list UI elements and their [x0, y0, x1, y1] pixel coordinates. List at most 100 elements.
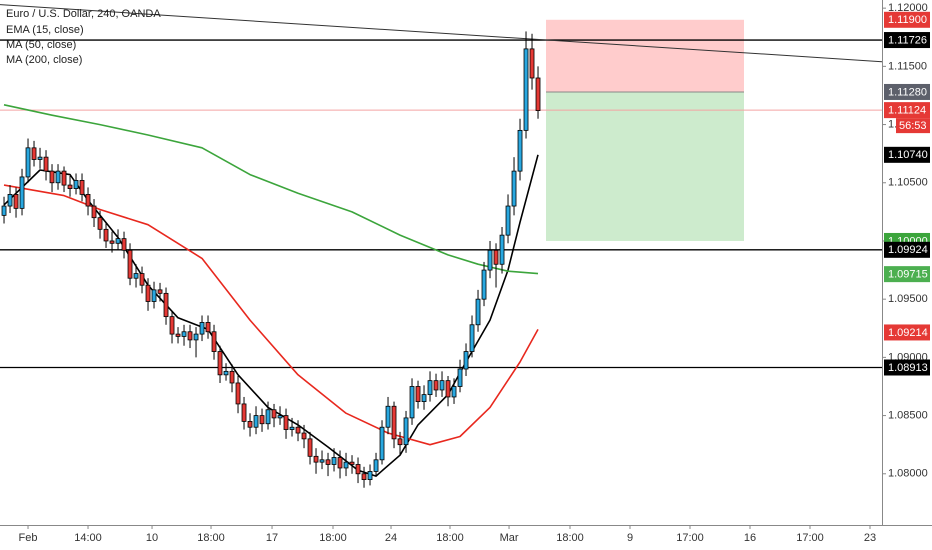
candle-body [463, 351, 469, 370]
candle-body [37, 156, 43, 160]
candle-body [133, 273, 139, 279]
candle-body [271, 409, 277, 419]
candle-body [505, 205, 511, 236]
price-badge-label: 1.11726 [888, 34, 927, 46]
candle-body [535, 77, 541, 111]
candle-body [391, 405, 397, 440]
candle-body [349, 461, 355, 465]
price-badge [884, 146, 930, 163]
candle-body [19, 176, 25, 209]
candle-body [313, 455, 319, 463]
reward-zone [546, 91, 744, 241]
candle-body [403, 417, 409, 446]
candle-body [235, 382, 241, 405]
x-tick-label: 17:00 [796, 532, 824, 544]
price-badge-label: 1.09715 [888, 269, 928, 281]
candle-body [457, 368, 463, 387]
candle-body [265, 409, 271, 425]
candle-body [319, 459, 325, 463]
candle-body [379, 426, 385, 461]
y-tick-label: 1.09500 [888, 293, 928, 305]
candle-body [91, 205, 97, 219]
candle-body [61, 170, 67, 186]
candle-body [139, 273, 145, 286]
candle-body [511, 170, 517, 207]
x-tick-label: 23 [864, 532, 876, 544]
x-tick-label: 16 [744, 532, 756, 544]
candle-body [85, 194, 91, 207]
x-tick-label: 14:00 [74, 532, 102, 544]
candle-body [289, 426, 295, 430]
candle-body [103, 228, 109, 242]
candle-body [175, 333, 181, 337]
candle-body [427, 380, 433, 396]
price-badge [884, 83, 930, 100]
candle-body [307, 438, 313, 457]
candle-body [475, 298, 481, 326]
candle-body [109, 240, 115, 244]
candle-body [283, 415, 289, 430]
candle-body [301, 432, 307, 440]
candle-body [31, 147, 37, 160]
y-tick-label: 1.08000 [888, 468, 928, 480]
trendline [0, 4, 883, 63]
candle-body [67, 184, 73, 189]
candle-body [157, 289, 163, 294]
price-badge-label: 1.09214 [888, 327, 928, 339]
candle-body [229, 370, 235, 384]
x-tick-label: 18:00 [556, 532, 584, 544]
candle-body [241, 403, 247, 422]
candle-body [439, 380, 445, 391]
candle-body [343, 461, 349, 469]
x-tick-label: Feb [19, 532, 38, 544]
x-tick-label: 18:00 [436, 532, 464, 544]
candle-body [223, 370, 229, 376]
price-badge [884, 324, 930, 341]
price-badge-label: 1.09924 [888, 244, 928, 256]
price-badge [884, 266, 930, 283]
y-tick-label: 1.10500 [888, 177, 928, 189]
x-tick-label: Mar [500, 532, 519, 544]
candle-body [277, 415, 283, 419]
candle-body [385, 405, 391, 428]
y-tick-label: 1.11500 [888, 60, 927, 72]
price-badge-label: 1.10740 [888, 149, 928, 161]
candle-body [331, 457, 337, 465]
candle-body [115, 238, 121, 244]
candle-body [325, 459, 331, 465]
candle-body [529, 48, 535, 79]
x-tick-label: 18:00 [319, 532, 347, 544]
candle-body [433, 380, 439, 391]
candle-body [79, 180, 85, 195]
candle-body [97, 217, 103, 230]
candle-body [127, 249, 133, 279]
candle-body [373, 459, 379, 472]
candle-body [451, 386, 457, 398]
candle-body [217, 351, 223, 376]
price-badge [884, 32, 930, 49]
candle-body [163, 292, 169, 318]
risk-zone [546, 19, 744, 92]
candle-body [247, 420, 253, 428]
candle-body [253, 415, 259, 428]
price-badge-label: 1.08913 [888, 362, 928, 374]
y-tick-label: 1.08500 [888, 409, 928, 421]
legend-entry: EMA (15, close) [6, 24, 84, 36]
x-tick-label: 18:00 [197, 532, 225, 544]
candle-body [13, 194, 19, 209]
candle-body [211, 331, 217, 352]
candle-body [397, 438, 403, 446]
price-badge [884, 102, 930, 119]
candle-body [367, 471, 373, 481]
candle-body [205, 322, 211, 333]
candle-body [523, 48, 529, 131]
candle-body [1, 205, 7, 216]
candle-body [181, 331, 187, 337]
candle-body [151, 289, 157, 302]
candle-body [421, 394, 427, 403]
candle-body [199, 322, 205, 335]
candle-body [55, 170, 61, 184]
price-badge-label: 1.11124 [888, 105, 926, 117]
